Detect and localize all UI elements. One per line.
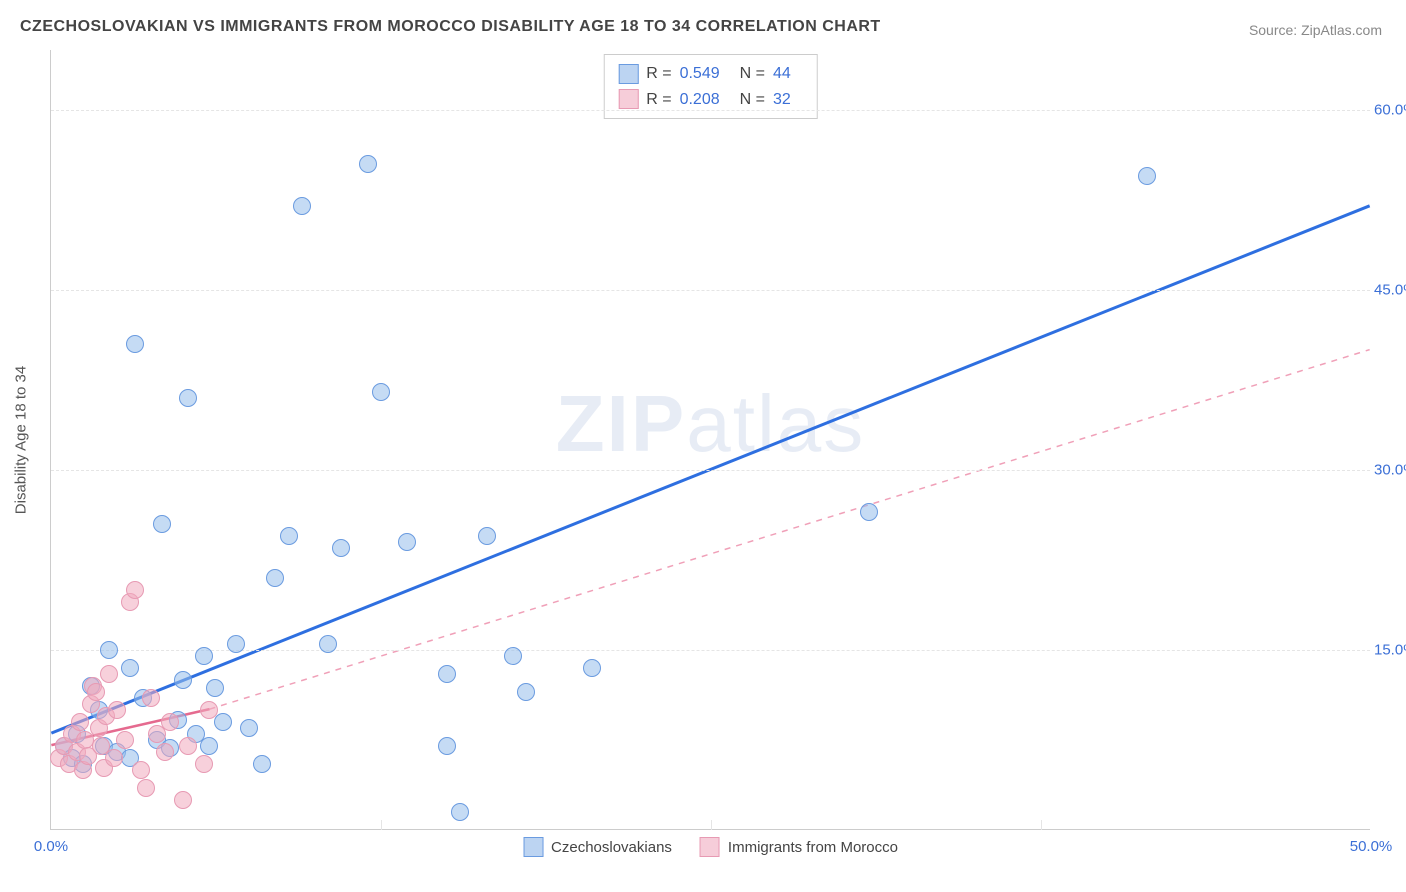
y-tick-label: 15.0% (1374, 642, 1406, 659)
gridline-h (51, 650, 1370, 651)
gridline-v (381, 820, 382, 830)
data-point (319, 635, 337, 653)
chart-plot-area: Disability Age 18 to 34 ZIPatlas R =0.54… (50, 50, 1370, 830)
legend-r-label: R = (646, 87, 671, 113)
data-point (174, 791, 192, 809)
data-point (517, 683, 535, 701)
y-axis-title: Disability Age 18 to 34 (13, 365, 30, 513)
data-point (174, 671, 192, 689)
legend-series-label: Immigrants from Morocco (728, 839, 898, 856)
legend-series-label: Czechoslovakians (551, 839, 672, 856)
legend-r-value: 0.549 (680, 61, 720, 87)
legend-swatch (523, 837, 543, 857)
y-tick-label: 30.0% (1374, 462, 1406, 479)
data-point (266, 569, 284, 587)
data-point (438, 665, 456, 683)
data-point (137, 779, 155, 797)
legend-swatch (618, 64, 638, 84)
data-point (200, 701, 218, 719)
data-point (87, 683, 105, 701)
data-point (179, 737, 197, 755)
legend-series-item: Czechoslovakians (523, 837, 672, 857)
gridline-v (711, 820, 712, 830)
data-point (105, 749, 123, 767)
data-point (504, 647, 522, 665)
data-point (126, 581, 144, 599)
data-point (206, 679, 224, 697)
legend-n-value: 32 (773, 87, 791, 113)
y-tick-label: 60.0% (1374, 102, 1406, 119)
legend-r-label: R = (646, 61, 671, 87)
data-point (121, 659, 139, 677)
data-point (478, 527, 496, 545)
y-tick-label: 45.0% (1374, 282, 1406, 299)
data-point (372, 383, 390, 401)
legend-series-item: Immigrants from Morocco (700, 837, 898, 857)
data-point (156, 743, 174, 761)
gridline-h (51, 290, 1370, 291)
gridline-v (1041, 820, 1042, 830)
data-point (142, 689, 160, 707)
data-point (293, 197, 311, 215)
data-point (116, 731, 134, 749)
legend-swatch (700, 837, 720, 857)
data-point (132, 761, 150, 779)
legend-series: Czechoslovakians Immigrants from Morocco (523, 837, 898, 857)
data-point (1138, 167, 1156, 185)
data-point (195, 647, 213, 665)
data-point (126, 335, 144, 353)
data-point (161, 713, 179, 731)
data-point (398, 533, 416, 551)
data-point (332, 539, 350, 557)
data-point (195, 755, 213, 773)
x-tick-label: 50.0% (1350, 838, 1393, 855)
data-point (227, 635, 245, 653)
legend-n-label: N = (740, 87, 765, 113)
data-point (438, 737, 456, 755)
data-point (71, 713, 89, 731)
data-point (200, 737, 218, 755)
data-point (451, 803, 469, 821)
source-label: Source: ZipAtlas.com (1249, 22, 1382, 38)
data-point (240, 719, 258, 737)
x-tick-label: 0.0% (34, 838, 68, 855)
data-point (583, 659, 601, 677)
data-point (153, 515, 171, 533)
data-point (100, 641, 118, 659)
legend-swatch (618, 89, 638, 109)
data-point (100, 665, 118, 683)
trend-lines (51, 50, 1370, 829)
data-point (359, 155, 377, 173)
data-point (280, 527, 298, 545)
watermark: ZIPatlas (556, 378, 865, 470)
legend-stat-row: R = 0.549 N = 44 (618, 61, 803, 87)
data-point (179, 389, 197, 407)
gridline-h (51, 110, 1370, 111)
gridline-h (51, 470, 1370, 471)
legend-stat-row: R = 0.208 N = 32 (618, 87, 803, 113)
data-point (108, 701, 126, 719)
data-point (860, 503, 878, 521)
data-point (253, 755, 271, 773)
legend-n-label: N = (740, 61, 765, 87)
legend-r-value: 0.208 (680, 87, 720, 113)
chart-title: CZECHOSLOVAKIAN VS IMMIGRANTS FROM MOROC… (20, 18, 881, 36)
legend-n-value: 44 (773, 61, 791, 87)
